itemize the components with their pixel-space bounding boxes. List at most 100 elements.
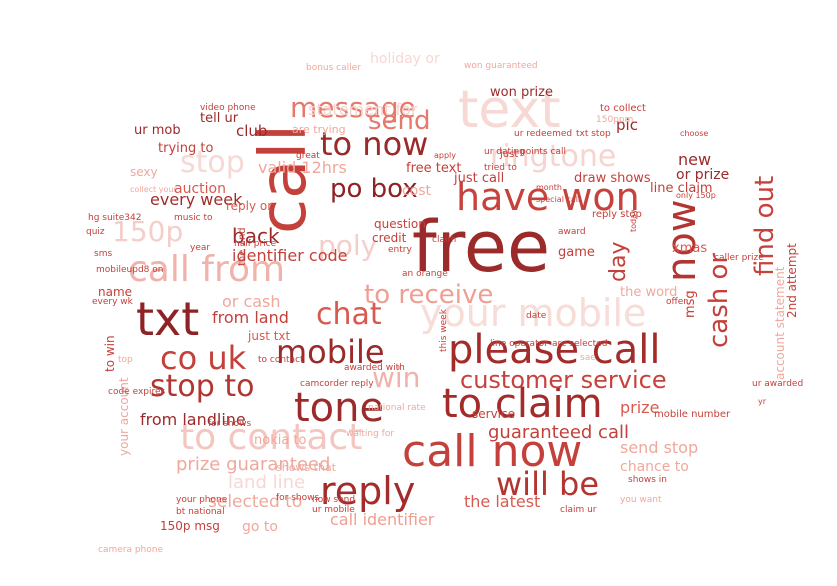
word-cloud-word: to win [103, 335, 117, 372]
word-cloud-word: new [678, 150, 712, 169]
word-cloud-word: special call [536, 195, 581, 204]
word-cloud-word: camera phone [98, 545, 164, 555]
word-cloud-word: music to [174, 213, 213, 223]
word-cloud-word: date [526, 311, 547, 321]
word-cloud-word: shows in [628, 475, 668, 485]
word-cloud-word: go to [242, 519, 278, 535]
word-cloud-word: send [368, 106, 431, 136]
word-cloud-word: po box [330, 174, 418, 204]
word-cloud-word: will be [496, 465, 600, 503]
word-cloud-word: an orange [402, 269, 448, 279]
word-cloud-word: to claim [442, 381, 603, 427]
word-cloud-word: the latest [464, 492, 541, 511]
word-cloud-word: send stop [620, 438, 699, 457]
word-cloud-word: xmas [672, 241, 708, 256]
word-cloud-word: waiting for [346, 429, 395, 439]
word-cloud-word: stop to [150, 369, 255, 404]
word-cloud-word: poly [318, 229, 378, 262]
word-cloud-word: only 150p [676, 191, 716, 200]
word-cloud-word: call [247, 124, 321, 234]
word-cloud-word: ur mobile [312, 505, 355, 515]
word-cloud-word: reply stop [592, 209, 642, 220]
word-cloud-word: please call [448, 327, 661, 373]
word-cloud-word: or prize [676, 167, 730, 183]
word-cloud-word: free text [406, 161, 462, 176]
word-cloud-word: from land [212, 308, 289, 327]
word-cloud-word: ur dating [484, 147, 525, 157]
word-cloud-word: national rate [368, 403, 426, 413]
word-cloud-word: video phone [200, 103, 256, 113]
word-cloud-word: ringtone [490, 139, 617, 174]
word-cloud-word: now send [312, 495, 356, 505]
word-cloud-word: ur awarded [752, 379, 804, 389]
word-cloud-word: draw shows [574, 171, 651, 186]
word-cloud-word: stop [180, 145, 245, 180]
word-cloud-word: claim [432, 235, 457, 245]
word-cloud-word: name [98, 285, 133, 299]
word-cloud-word: prize guaranteed [176, 454, 331, 475]
word-cloud-word: year [190, 243, 211, 253]
word-cloud-word: chance to [620, 459, 689, 475]
word-cloud-word: just call [454, 171, 505, 186]
word-cloud-word: ur redeemed [514, 129, 573, 139]
word-cloud-word: just txt [248, 329, 291, 343]
word-cloud-word: hg suite342 [88, 213, 142, 223]
word-cloud-word: bt national [176, 507, 225, 517]
word-cloud-word: reply [320, 469, 416, 513]
word-cloud-word: choose [680, 129, 709, 138]
word-cloud-word: the word [620, 285, 678, 300]
word-cloud-word: award [558, 227, 586, 237]
word-cloud-word: customer service [460, 366, 667, 394]
word-cloud-word: camcorder reply [300, 379, 374, 389]
word-cloud-word: txt stop [576, 129, 611, 139]
word-cloud-word: club [236, 122, 268, 140]
word-cloud-word: day [606, 241, 631, 282]
word-cloud-word: top [118, 355, 133, 365]
word-cloud-word: tried to [484, 163, 517, 173]
word-cloud-word: 2nd attempt [785, 243, 799, 318]
word-cloud-word: just [500, 149, 519, 160]
word-cloud-word: code expires [108, 387, 166, 397]
word-cloud-word: to receive [364, 280, 494, 310]
word-cloud-word: 150p [112, 215, 184, 248]
word-cloud-word: mobileupd8 on [96, 265, 164, 275]
word-cloud-word: bonus caller [306, 63, 361, 73]
word-cloud-word: credit [372, 231, 407, 245]
word-cloud-word: message [290, 91, 416, 124]
word-cloud-word: to now [320, 125, 429, 163]
word-cloud-word: for shows [208, 419, 252, 429]
word-cloud-word: for shows [276, 493, 320, 503]
word-cloud-word: 150ppm [596, 115, 634, 125]
word-cloud-word: month [536, 183, 562, 192]
word-cloud-word: prize [620, 398, 660, 417]
word-cloud-word: game [558, 245, 595, 260]
word-cloud-word: caller prize [714, 253, 764, 263]
word-cloud-word: question [374, 217, 426, 231]
word-cloud-word: land line [228, 472, 306, 493]
word-cloud-word: claim ur [560, 505, 597, 515]
word-cloud-word: back [232, 224, 280, 248]
word-cloud-word: guaranteed call [488, 422, 629, 443]
word-cloud-word: tell ur [200, 111, 239, 126]
word-cloud-word: identifier code [232, 246, 348, 265]
word-cloud-word: call now [402, 426, 583, 477]
word-cloud-word: tone [294, 385, 385, 431]
word-cloud-word: chat [316, 297, 382, 332]
word-cloud-word: this week [439, 309, 449, 352]
word-cloud-word: to contact [258, 355, 304, 365]
word-cloud-word: awarded with [344, 363, 405, 373]
word-cloud-word: are trying [292, 123, 346, 136]
word-cloud-word: your mobile [420, 291, 647, 335]
word-cloud-word: co uk [160, 339, 247, 377]
word-cloud-word: half price [234, 239, 277, 249]
word-cloud-word: your phone [176, 495, 228, 505]
word-cloud-word: yr [758, 397, 767, 406]
word-cloud-word: entry [388, 245, 412, 255]
word-cloud-word: or cash [222, 292, 281, 311]
word-cloud-word: line claim [650, 181, 713, 196]
word-cloud-word: points call [520, 147, 566, 157]
word-cloud-word: reply or [226, 199, 273, 213]
word-cloud-word: pic [616, 116, 638, 134]
word-cloud-word: win [372, 361, 421, 394]
word-cloud-word: line operator [490, 339, 548, 349]
